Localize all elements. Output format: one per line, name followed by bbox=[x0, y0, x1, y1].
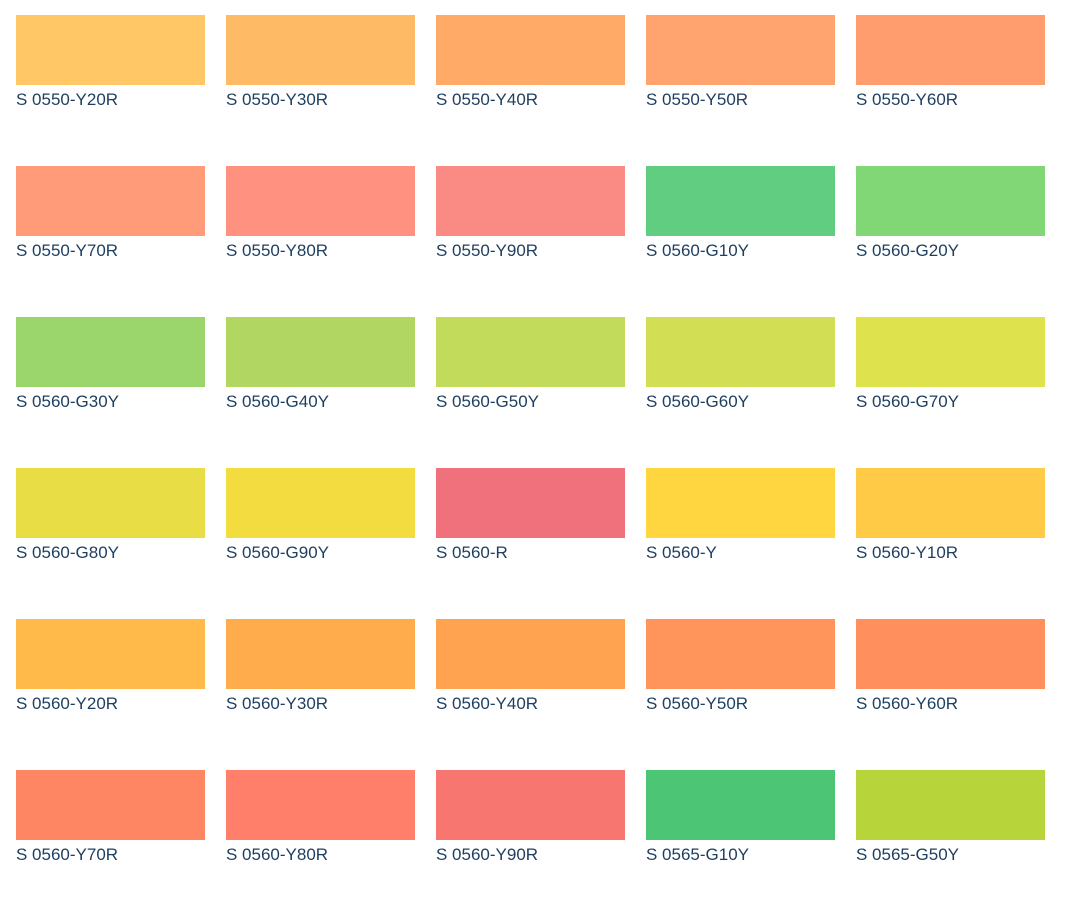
swatch-label: S 0550-Y20R bbox=[16, 90, 119, 109]
swatch-label: S 0550-Y70R bbox=[16, 241, 119, 260]
swatch-label: S 0560-Y70R bbox=[16, 845, 119, 864]
swatch-card[interactable]: S 0560-G60Y bbox=[646, 317, 835, 468]
swatch-label: S 0560-Y50R bbox=[646, 694, 749, 713]
color-swatch[interactable] bbox=[16, 619, 205, 689]
color-swatch[interactable] bbox=[436, 770, 625, 840]
color-swatch[interactable] bbox=[226, 468, 415, 538]
swatch-card[interactable]: S 0565-G10Y bbox=[646, 770, 835, 921]
swatch-label: S 0560-Y40R bbox=[436, 694, 539, 713]
color-swatch[interactable] bbox=[226, 166, 415, 236]
swatch-card[interactable]: S 0560-G40Y bbox=[226, 317, 415, 468]
color-swatch[interactable] bbox=[856, 317, 1045, 387]
swatch-label: S 0560-Y10R bbox=[856, 543, 959, 562]
color-swatch[interactable] bbox=[16, 468, 205, 538]
swatch-label: S 0560-G40Y bbox=[226, 392, 330, 411]
swatch-label: S 0560-G50Y bbox=[436, 392, 540, 411]
swatch-label: S 0565-G50Y bbox=[856, 845, 960, 864]
swatch-label: S 0550-Y90R bbox=[436, 241, 539, 260]
swatch-card[interactable]: S 0560-G50Y bbox=[436, 317, 625, 468]
color-swatch[interactable] bbox=[646, 770, 835, 840]
swatch-card[interactable]: S 0560-Y90R bbox=[436, 770, 625, 921]
swatch-label: S 0560-G20Y bbox=[856, 241, 960, 260]
swatch-card[interactable]: S 0560-Y70R bbox=[16, 770, 205, 921]
color-swatch[interactable] bbox=[16, 770, 205, 840]
swatch-card[interactable]: S 0560-Y bbox=[646, 468, 835, 619]
swatch-card[interactable]: S 0550-Y30R bbox=[226, 15, 415, 166]
swatch-label: S 0560-G80Y bbox=[16, 543, 120, 562]
swatch-label: S 0550-Y40R bbox=[436, 90, 539, 109]
swatch-card[interactable]: S 0550-Y20R bbox=[16, 15, 205, 166]
color-swatch[interactable] bbox=[646, 166, 835, 236]
swatch-card[interactable]: S 0550-Y60R bbox=[856, 15, 1045, 166]
color-swatch[interactable] bbox=[436, 15, 625, 85]
swatch-label: S 0550-Y50R bbox=[646, 90, 749, 109]
color-swatch[interactable] bbox=[856, 15, 1045, 85]
swatch-card[interactable]: S 0550-Y40R bbox=[436, 15, 625, 166]
color-swatch[interactable] bbox=[16, 166, 205, 236]
swatch-label: S 0560-Y30R bbox=[226, 694, 329, 713]
swatch-card[interactable]: S 0550-Y70R bbox=[16, 166, 205, 317]
swatch-label: S 0560-Y bbox=[646, 543, 717, 562]
color-swatch[interactable] bbox=[646, 619, 835, 689]
color-swatch[interactable] bbox=[646, 15, 835, 85]
color-swatch[interactable] bbox=[856, 468, 1045, 538]
swatch-label: S 0560-G30Y bbox=[16, 392, 120, 411]
color-swatch[interactable] bbox=[436, 317, 625, 387]
swatch-card[interactable]: S 0560-Y60R bbox=[856, 619, 1045, 770]
swatch-label: S 0560-G60Y bbox=[646, 392, 750, 411]
swatch-label: S 0550-Y30R bbox=[226, 90, 329, 109]
swatch-card[interactable]: S 0560-G30Y bbox=[16, 317, 205, 468]
swatch-label: S 0560-G70Y bbox=[856, 392, 960, 411]
swatch-label: S 0560-Y80R bbox=[226, 845, 329, 864]
color-swatch[interactable] bbox=[226, 770, 415, 840]
color-swatch[interactable] bbox=[856, 619, 1045, 689]
swatch-label: S 0550-Y60R bbox=[856, 90, 959, 109]
swatch-label: S 0560-G10Y bbox=[646, 241, 750, 260]
color-swatch[interactable] bbox=[436, 619, 625, 689]
swatch-card[interactable]: S 0565-G50Y bbox=[856, 770, 1045, 921]
color-swatch[interactable] bbox=[436, 166, 625, 236]
swatch-card[interactable]: S 0560-G80Y bbox=[16, 468, 205, 619]
swatch-label: S 0550-Y80R bbox=[226, 241, 329, 260]
swatch-card[interactable]: S 0560-Y30R bbox=[226, 619, 415, 770]
color-swatch[interactable] bbox=[646, 468, 835, 538]
swatch-card[interactable]: S 0560-G10Y bbox=[646, 166, 835, 317]
swatch-label: S 0560-R bbox=[436, 543, 508, 562]
color-swatch[interactable] bbox=[646, 317, 835, 387]
color-swatch[interactable] bbox=[436, 468, 625, 538]
color-swatch[interactable] bbox=[856, 166, 1045, 236]
swatch-label: S 0560-Y60R bbox=[856, 694, 959, 713]
color-swatch[interactable] bbox=[856, 770, 1045, 840]
color-swatch[interactable] bbox=[226, 15, 415, 85]
color-swatch-grid: S 0550-Y20R S 0550-Y30R S 0550-Y40R S 0550-… bbox=[16, 15, 1045, 921]
swatch-card[interactable]: S 0550-Y80R bbox=[226, 166, 415, 317]
swatch-card[interactable]: S 0560-Y80R bbox=[226, 770, 415, 921]
color-swatch[interactable] bbox=[16, 15, 205, 85]
swatch-card[interactable]: S 0560-R bbox=[436, 468, 625, 619]
swatch-card[interactable]: S 0560-Y40R bbox=[436, 619, 625, 770]
color-swatch[interactable] bbox=[16, 317, 205, 387]
swatch-card[interactable]: S 0550-Y90R bbox=[436, 166, 625, 317]
swatch-card[interactable]: S 0560-Y10R bbox=[856, 468, 1045, 619]
swatch-label: S 0560-Y90R bbox=[436, 845, 539, 864]
color-swatch[interactable] bbox=[226, 317, 415, 387]
swatch-card[interactable]: S 0560-Y50R bbox=[646, 619, 835, 770]
swatch-card[interactable]: S 0550-Y50R bbox=[646, 15, 835, 166]
swatch-card[interactable]: S 0560-G20Y bbox=[856, 166, 1045, 317]
color-swatch[interactable] bbox=[226, 619, 415, 689]
swatch-card[interactable]: S 0560-G70Y bbox=[856, 317, 1045, 468]
swatch-label: S 0565-G10Y bbox=[646, 845, 750, 864]
swatch-label: S 0560-G90Y bbox=[226, 543, 330, 562]
swatch-card[interactable]: S 0560-G90Y bbox=[226, 468, 415, 619]
swatch-label: S 0560-Y20R bbox=[16, 694, 119, 713]
swatch-card[interactable]: S 0560-Y20R bbox=[16, 619, 205, 770]
